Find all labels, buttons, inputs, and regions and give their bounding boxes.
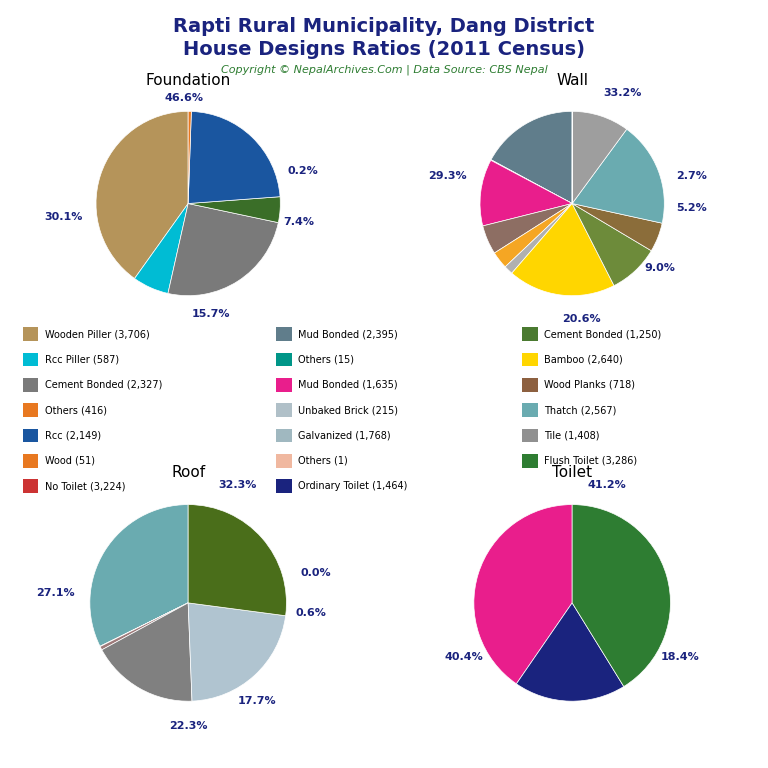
Wedge shape [102, 603, 192, 701]
Wedge shape [495, 204, 572, 266]
Text: Copyright © NepalArchives.Com | Data Source: CBS Nepal: Copyright © NepalArchives.Com | Data Sou… [220, 65, 548, 75]
Wedge shape [505, 204, 572, 273]
Wedge shape [572, 505, 670, 687]
Text: Cement Bonded (2,327): Cement Bonded (2,327) [45, 379, 162, 390]
Wedge shape [483, 204, 572, 253]
Wedge shape [572, 204, 651, 286]
Wedge shape [134, 204, 188, 293]
Text: Others (1): Others (1) [298, 455, 348, 466]
Text: 7.4%: 7.4% [283, 217, 314, 227]
Text: 17.7%: 17.7% [237, 696, 276, 707]
Text: Mud Bonded (2,395): Mud Bonded (2,395) [298, 329, 398, 339]
Wedge shape [491, 111, 572, 204]
Text: 33.2%: 33.2% [604, 88, 642, 98]
Text: Rcc Piller (587): Rcc Piller (587) [45, 354, 119, 365]
Text: Ordinary Toilet (1,464): Ordinary Toilet (1,464) [298, 481, 407, 492]
Wedge shape [491, 160, 572, 204]
Title: Foundation: Foundation [145, 73, 231, 88]
Text: Wood Planks (718): Wood Planks (718) [544, 379, 634, 390]
Wedge shape [572, 111, 627, 204]
Wedge shape [188, 111, 280, 204]
Wedge shape [168, 204, 278, 296]
Wedge shape [480, 161, 572, 226]
Text: 40.4%: 40.4% [445, 652, 483, 662]
Text: No Toilet (3,224): No Toilet (3,224) [45, 481, 125, 492]
Text: Thatch (2,567): Thatch (2,567) [544, 405, 616, 415]
Text: 9.0%: 9.0% [644, 263, 675, 273]
Text: Unbaked Brick (215): Unbaked Brick (215) [298, 405, 398, 415]
Text: 0.0%: 0.0% [300, 568, 331, 578]
Text: Cement Bonded (1,250): Cement Bonded (1,250) [544, 329, 661, 339]
Text: Galvanized (1,768): Galvanized (1,768) [298, 430, 391, 441]
Text: 32.3%: 32.3% [218, 480, 257, 490]
Wedge shape [100, 603, 188, 650]
Text: Rcc (2,149): Rcc (2,149) [45, 430, 101, 441]
Text: Wooden Piller (3,706): Wooden Piller (3,706) [45, 329, 149, 339]
Wedge shape [572, 204, 662, 250]
Text: 0.6%: 0.6% [296, 607, 326, 617]
Wedge shape [516, 603, 624, 701]
Wedge shape [188, 111, 191, 204]
Wedge shape [474, 505, 572, 684]
Text: 30.1%: 30.1% [45, 212, 83, 223]
Text: 18.4%: 18.4% [661, 652, 700, 662]
Text: Rapti Rural Municipality, Dang District: Rapti Rural Municipality, Dang District [174, 17, 594, 36]
Wedge shape [96, 111, 188, 279]
Text: Mud Bonded (1,635): Mud Bonded (1,635) [298, 379, 398, 390]
Text: Others (15): Others (15) [298, 354, 354, 365]
Wedge shape [572, 129, 664, 223]
Text: 2.7%: 2.7% [677, 170, 707, 181]
Text: 15.7%: 15.7% [192, 309, 230, 319]
Text: Tile (1,408): Tile (1,408) [544, 430, 599, 441]
Text: 29.3%: 29.3% [429, 170, 467, 181]
Title: Wall: Wall [556, 73, 588, 88]
Text: House Designs Ratios (2011 Census): House Designs Ratios (2011 Census) [183, 40, 585, 59]
Wedge shape [188, 505, 286, 616]
Text: 20.6%: 20.6% [562, 313, 601, 324]
Text: 0.2%: 0.2% [288, 166, 319, 177]
Text: 5.2%: 5.2% [677, 203, 707, 214]
Title: Toilet: Toilet [552, 465, 592, 480]
Wedge shape [511, 204, 614, 296]
Text: Wood (51): Wood (51) [45, 455, 94, 466]
Text: 27.1%: 27.1% [36, 588, 74, 598]
Text: 22.3%: 22.3% [169, 720, 207, 731]
Text: 46.6%: 46.6% [164, 92, 203, 103]
Text: Flush Toilet (3,286): Flush Toilet (3,286) [544, 455, 637, 466]
Wedge shape [188, 603, 286, 701]
Wedge shape [188, 197, 280, 223]
Text: Bamboo (2,640): Bamboo (2,640) [544, 354, 623, 365]
Text: 41.2%: 41.2% [588, 480, 626, 490]
Title: Roof: Roof [171, 465, 205, 480]
Text: Others (416): Others (416) [45, 405, 107, 415]
Wedge shape [90, 505, 188, 647]
Wedge shape [100, 603, 188, 647]
